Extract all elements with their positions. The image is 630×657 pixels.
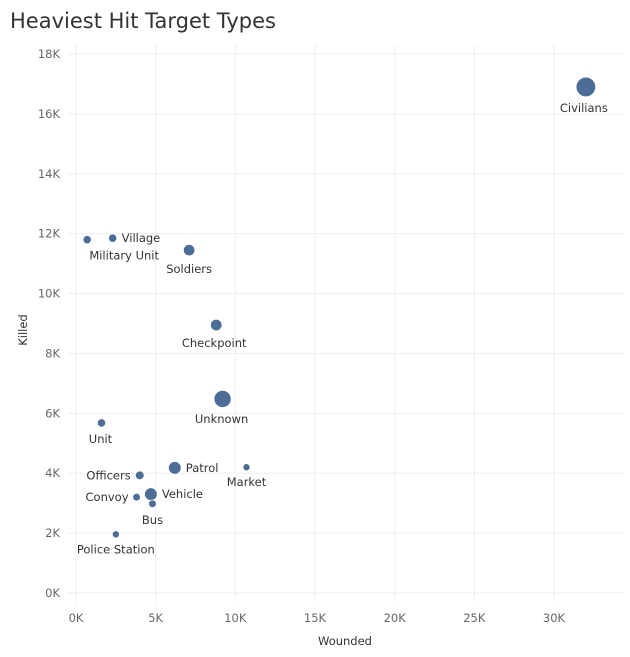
- data-point: [210, 318, 223, 332]
- y-tick-label: 8K: [45, 346, 60, 360]
- data-point: [132, 492, 141, 502]
- x-axis-ticks: 0K 5K 10K 15K 20K 25K 30K: [69, 611, 566, 625]
- x-tick-label: 30K: [543, 611, 566, 625]
- x-tick-label: 5K: [148, 611, 163, 625]
- point-label: Officers: [86, 468, 130, 482]
- x-tick-label: 25K: [463, 611, 486, 625]
- data-point: [575, 76, 597, 98]
- point-label: Village: [122, 231, 161, 245]
- data-points: [82, 76, 597, 539]
- y-tick-label: 14K: [38, 167, 61, 181]
- point-label: Civilians: [560, 101, 608, 115]
- data-point: [213, 389, 232, 408]
- point-label: Market: [227, 475, 267, 489]
- point-label: Unit: [89, 432, 113, 446]
- data-point: [134, 470, 145, 481]
- point-label: Unknown: [195, 412, 248, 426]
- grid-lines: [68, 45, 624, 602]
- data-point: [167, 461, 182, 475]
- point-label: Patrol: [186, 461, 219, 475]
- y-tick-label: 2K: [45, 526, 60, 540]
- point-label: Convoy: [86, 490, 129, 504]
- y-tick-label: 4K: [45, 466, 60, 480]
- point-label: Checkpoint: [182, 336, 247, 350]
- data-point: [111, 530, 120, 539]
- y-tick-label: 12K: [38, 227, 61, 241]
- point-labels: Civilians Military Unit Village Soldiers Che…: [77, 101, 608, 556]
- y-tick-label: 16K: [38, 107, 61, 121]
- point-label: Bus: [142, 513, 163, 527]
- y-tick-label: 0K: [45, 586, 60, 600]
- x-tick-label: 15K: [304, 611, 327, 625]
- y-tick-label: 18K: [38, 47, 61, 61]
- y-axis-ticks: 0K 2K 4K 6K 8K 10K 12K 14K 16K 18K: [38, 47, 61, 600]
- data-point: [148, 499, 157, 509]
- y-axis-title: Killed: [16, 314, 30, 346]
- data-point: [242, 463, 251, 472]
- data-point: [182, 243, 196, 257]
- point-label: Military Unit: [89, 249, 159, 263]
- y-tick-label: 10K: [38, 287, 61, 301]
- point-label: Vehicle: [162, 487, 203, 501]
- data-point: [96, 418, 107, 428]
- x-tick-label: 0K: [69, 611, 84, 625]
- data-point: [144, 487, 158, 501]
- x-tick-label: 20K: [384, 611, 407, 625]
- y-tick-label: 6K: [45, 406, 60, 420]
- x-tick-label: 10K: [224, 611, 247, 625]
- point-label: Soldiers: [166, 262, 212, 276]
- data-point: [82, 235, 92, 245]
- data-point: [108, 233, 118, 243]
- point-label: Police Station: [77, 542, 155, 556]
- chart-title: Heaviest Hit Target Types: [10, 9, 276, 33]
- x-axis-title: Wounded: [318, 634, 372, 648]
